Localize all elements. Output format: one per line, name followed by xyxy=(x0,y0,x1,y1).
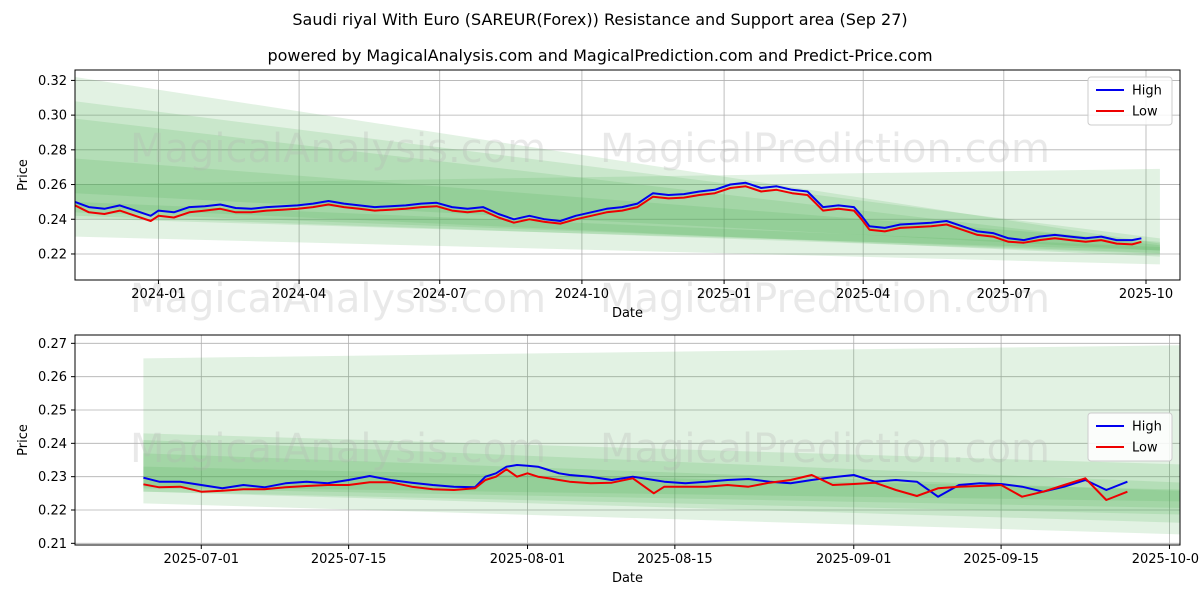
series-lines xyxy=(75,181,1142,246)
legend-high-label: High xyxy=(1132,84,1162,99)
x-tick-label: 2024-10 xyxy=(555,287,609,302)
band-3 xyxy=(75,118,1160,251)
band-2 xyxy=(143,433,1180,523)
y-axis-label: Price xyxy=(16,424,31,456)
chart-2: MagicalAnalysis.com MagicalPrediction.com… xyxy=(16,334,1200,586)
x-tick-label: 2025-10-01 xyxy=(1132,552,1200,567)
x-tick-label: 2025-07 xyxy=(977,287,1031,302)
legend-low-label: Low xyxy=(1132,441,1158,456)
y-tick-label: 0.26 xyxy=(38,370,67,385)
x-tick-label: 2025-08-15 xyxy=(637,552,713,567)
grid xyxy=(75,70,1180,280)
support-resistance-bands xyxy=(143,345,1180,535)
x-tick-label: 2025-09-01 xyxy=(816,552,892,567)
watermark: MagicalPrediction.com xyxy=(600,276,1050,322)
y-tick-label: 0.30 xyxy=(38,109,67,124)
watermark: MagicalPrediction.com xyxy=(600,126,1050,172)
x-tick-label: 2025-07-01 xyxy=(164,552,240,567)
y-tick-label: 0.21 xyxy=(38,537,67,552)
watermark: MagicalAnalysis.com xyxy=(130,426,546,472)
y-tick-label: 0.24 xyxy=(38,437,67,452)
y-tick-label: 0.32 xyxy=(38,74,67,89)
y-tick-label: 0.23 xyxy=(38,470,67,485)
x-tick-label: 2024-01 xyxy=(131,287,185,302)
legend-high-label: High xyxy=(1132,420,1162,435)
band-5 xyxy=(143,466,1180,502)
y-tick-label: 0.22 xyxy=(38,247,67,262)
x-tick-label: 2025-10 xyxy=(1119,287,1173,302)
chart-subtitle: powered by MagicalAnalysis.com and Magic… xyxy=(267,46,933,65)
y-axis-label: Price xyxy=(16,159,31,191)
x-axis-label: Date xyxy=(612,306,643,321)
x-tick-label: 2025-04 xyxy=(836,287,890,302)
band-2 xyxy=(75,101,1160,254)
series-low-line xyxy=(143,468,1128,501)
x-tick-label: 2024-07 xyxy=(413,287,467,302)
y-tick-label: 0.28 xyxy=(38,143,67,158)
watermark: MagicalPrediction.com xyxy=(600,426,1050,472)
x-axis-label: Date xyxy=(612,571,643,586)
y-axis: 0.21 0.22 0.23 0.24 0.25 0.26 0.27 xyxy=(38,337,75,552)
x-tick-label: 2025-09-15 xyxy=(963,552,1039,567)
legend: High Low xyxy=(1087,412,1173,462)
legend-low-label: Low xyxy=(1132,105,1158,120)
band-1 xyxy=(143,345,1180,535)
band-3 xyxy=(143,440,1180,515)
series-low-line xyxy=(75,185,1142,246)
y-tick-label: 0.22 xyxy=(38,504,67,519)
watermark: MagicalAnalysis.com xyxy=(130,126,546,172)
y-axis: 0.22 0.24 0.26 0.28 0.30 0.32 xyxy=(38,74,75,262)
grid xyxy=(75,335,1180,545)
x-tick-label: 2025-01 xyxy=(697,287,751,302)
y-tick-label: 0.25 xyxy=(38,404,67,419)
y-tick-label: 0.24 xyxy=(38,213,67,228)
x-tick-label: 2024-04 xyxy=(272,287,326,302)
band-6 xyxy=(75,201,1160,254)
legend: High Low xyxy=(1087,76,1173,126)
plot-frame xyxy=(74,69,1181,281)
watermark: MagicalAnalysis.com xyxy=(130,276,546,322)
x-tick-label: 2025-07-15 xyxy=(311,552,387,567)
chart-1: MagicalAnalysis.com MagicalPrediction.com… xyxy=(16,69,1181,322)
y-tick-label: 0.26 xyxy=(38,178,67,193)
series-high-line xyxy=(143,464,1128,498)
series-high-line xyxy=(75,181,1142,242)
x-axis: 2025-07-01 2025-07-15 2025-08-01 2025-08-15… xyxy=(164,545,1200,567)
band-5 xyxy=(75,168,1160,257)
x-axis: 2024-01 2024-04 2024-07 2024-10 2025-01 2025-… xyxy=(131,280,1173,302)
chart-title: Saudi riyal With Euro (SAREUR(Forex)) Re… xyxy=(292,10,908,29)
x-tick-label: 2025-08-01 xyxy=(490,552,566,567)
y-tick-label: 0.27 xyxy=(38,337,67,352)
series-lines xyxy=(143,464,1128,501)
plot-frame xyxy=(74,334,1181,546)
